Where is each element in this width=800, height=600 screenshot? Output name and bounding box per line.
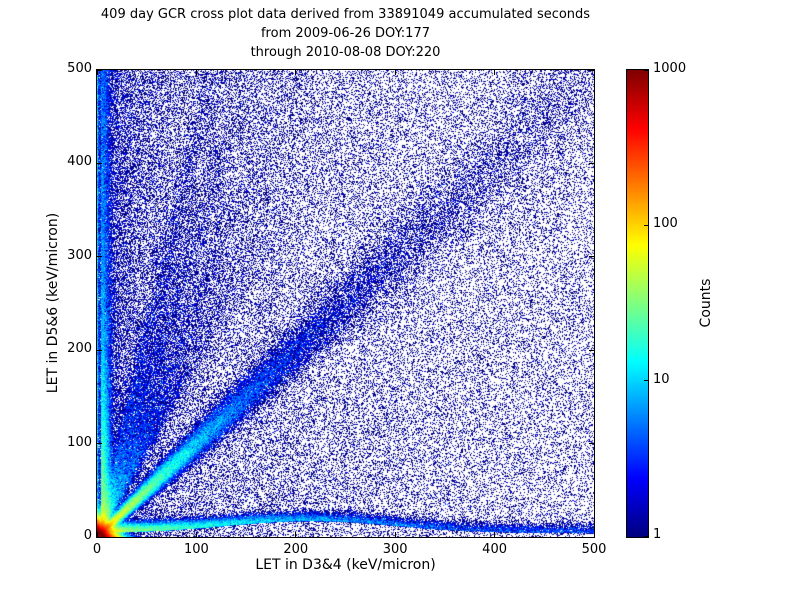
chart-title-block: 409 day GCR cross plot data derived from…: [97, 5, 594, 62]
x-tick-mark: [394, 70, 396, 75]
y-tick-label: 100: [67, 434, 92, 450]
colorbar-tick-mark: [644, 224, 648, 226]
y-tick-mark: [589, 349, 594, 351]
y-tick-mark: [97, 443, 102, 445]
y-tick-mark: [97, 349, 102, 351]
colorbar-tick-mark: [644, 380, 648, 382]
y-tick-mark: [589, 256, 594, 258]
colorbar-tick-label: 1: [653, 527, 662, 542]
x-tick-mark: [195, 70, 197, 75]
x-tick-label: 0: [92, 542, 102, 557]
colorbar-tick-label: 100: [653, 216, 678, 232]
y-tick-mark: [589, 69, 594, 71]
y-tick-label: 500: [67, 61, 92, 76]
colorbar-tick-label: 1000: [653, 61, 687, 76]
x-tick-mark: [295, 532, 297, 537]
x-tick-label: 100: [183, 542, 209, 557]
x-tick-mark: [494, 532, 496, 537]
x-tick-mark: [96, 532, 98, 537]
x-axis-label: LET in D3&4 (keV/micron): [255, 557, 436, 573]
colorbar-tick-label: 10: [653, 371, 670, 387]
x-tick-mark: [295, 70, 297, 75]
scatter-density-canvas: [97, 70, 594, 537]
x-tick-mark: [96, 70, 98, 75]
colorbar: [626, 69, 649, 538]
x-tick-mark: [394, 532, 396, 537]
colorbar-label: Counts: [698, 278, 714, 328]
colorbar-tick-mark: [644, 69, 648, 71]
chart-subtitle-2: through 2010-08-08 DOY:220: [250, 45, 441, 60]
y-tick-mark: [589, 162, 594, 164]
x-tick-label: 200: [283, 542, 309, 557]
y-tick-mark: [97, 256, 102, 258]
y-tick-label: 200: [67, 341, 92, 357]
y-tick-label: 300: [67, 247, 92, 263]
y-tick-mark: [97, 536, 102, 538]
x-tick-label: 300: [382, 542, 408, 557]
chart-title: 409 day GCR cross plot data derived from…: [100, 7, 591, 22]
x-tick-mark: [494, 70, 496, 75]
y-tick-mark: [589, 536, 594, 538]
y-tick-mark: [97, 69, 102, 71]
y-tick-label: 400: [67, 154, 92, 170]
x-tick-mark: [195, 532, 197, 537]
y-tick-mark: [97, 162, 102, 164]
y-tick-mark: [589, 443, 594, 445]
y-tick-label: 0: [83, 528, 92, 543]
chart-subtitle-1: from 2009-06-26 DOY:177: [260, 26, 430, 41]
x-tick-label: 400: [482, 542, 507, 557]
colorbar-tick-mark: [644, 535, 648, 537]
colorbar-gradient-canvas: [627, 70, 648, 537]
x-tick-label: 500: [581, 542, 607, 557]
plot-area: [96, 69, 595, 538]
x-tick-mark: [593, 70, 595, 75]
y-axis-label: LET in D5&6 (keV/micron): [45, 212, 61, 394]
x-tick-mark: [593, 532, 595, 537]
